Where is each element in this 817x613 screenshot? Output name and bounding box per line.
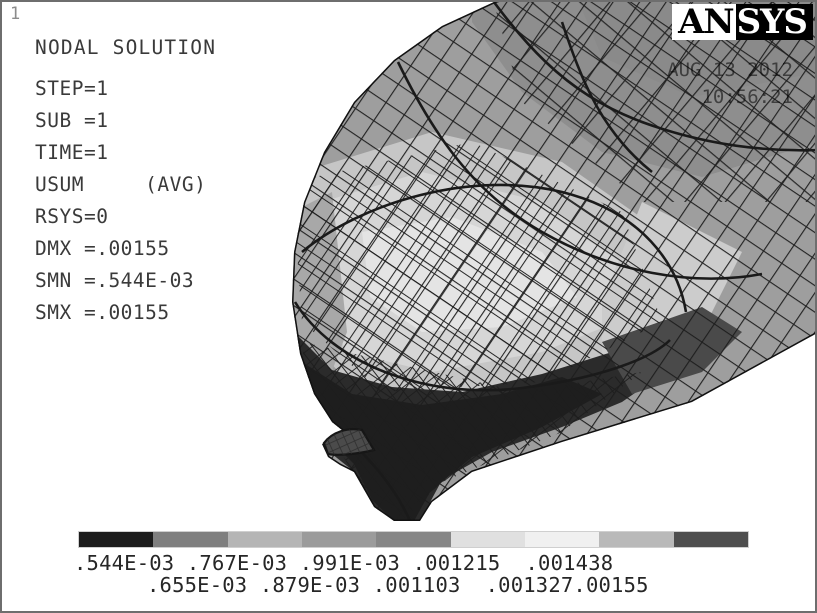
- fea-model-viewport[interactable]: [2, 2, 815, 522]
- color-bar-segment: [79, 532, 154, 547]
- legend-line-sub: SUB =1: [35, 109, 109, 132]
- mesh-body-group: [292, 2, 815, 521]
- contour-color-bar[interactable]: [78, 531, 749, 548]
- color-bar-segment: [153, 532, 228, 547]
- mesh-feature-edges: [293, 2, 815, 521]
- model-neck: [322, 428, 376, 456]
- color-bar-segment: [599, 532, 674, 547]
- ansys-logo-an: AN: [672, 4, 736, 40]
- legend-line-rsys: RSYS=0: [35, 205, 109, 228]
- color-bar-labels-upper: .544E-03 .767E-03 .991E-03 .001215 .0014…: [74, 551, 614, 575]
- color-bar-segment: [376, 532, 451, 547]
- mesh-grid-tight: [302, 342, 642, 521]
- legend-title: NODAL SOLUTION: [35, 36, 217, 59]
- ansys-logo: AN SYS: [672, 4, 813, 40]
- legend-line-time: TIME=1: [35, 141, 109, 164]
- legend-line-step: STEP=1: [35, 77, 109, 100]
- legend-line-dmx: DMX =.00155: [35, 237, 170, 260]
- color-bar-labels-lower: .655E-03 .879E-03 .001103 .001327.00155: [147, 573, 649, 597]
- nodal-solution-legend: NODAL SOLUTION STEP=1 SUB =1 TIME=1 USUM …: [35, 32, 216, 329]
- legend-line-smx: SMX =.00155: [35, 301, 170, 324]
- fea-mesh-plot: [292, 2, 815, 521]
- plot-date: AUG 13 2012: [667, 59, 793, 81]
- window-number: 1: [10, 4, 21, 24]
- color-bar-segment: [450, 532, 525, 547]
- legend-line-smn: SMN =.544E-03: [35, 269, 195, 292]
- color-bar-segment: [301, 532, 377, 547]
- legend-line-usum: USUM (AVG): [35, 173, 207, 196]
- ansys-logo-sys: SYS: [735, 4, 813, 40]
- color-bar-segment: [524, 532, 600, 547]
- color-bar-segment: [227, 532, 302, 547]
- plot-time: 10:56:21: [701, 86, 793, 108]
- plot-timestamp: AUG 13 2012 10:56:21: [667, 57, 793, 111]
- color-bar-segment: [673, 532, 748, 547]
- mesh-grid-fine: [292, 142, 662, 392]
